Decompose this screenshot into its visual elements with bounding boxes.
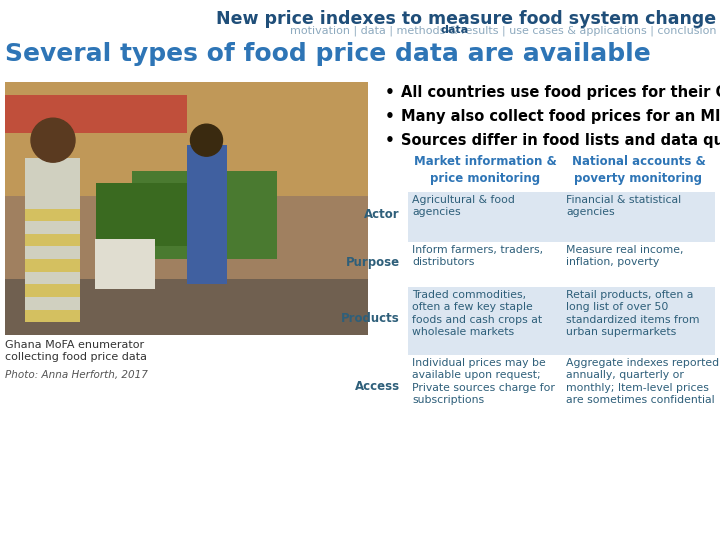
Text: Access: Access (355, 381, 400, 394)
Text: Traded commodities,
often a few key staple
foods and cash crops at
wholesale mar: Traded commodities, often a few key stap… (412, 290, 542, 337)
Text: data: data (441, 25, 469, 35)
Bar (186, 145, 227, 285)
Text: Several types of food price data are available: Several types of food price data are ava… (5, 42, 651, 66)
Text: National accounts &
poverty monitoring: National accounts & poverty monitoring (572, 155, 706, 185)
Bar (25, 259, 80, 272)
Bar (96, 183, 222, 246)
Text: Purpose: Purpose (346, 256, 400, 269)
Text: •: • (385, 85, 395, 100)
Text: Aggregate indexes reported
annually, quarterly or
monthly; Item-level prices
are: Aggregate indexes reported annually, qua… (566, 358, 719, 405)
Text: Ghana MoFA enumerator
collecting food price data: Ghana MoFA enumerator collecting food pr… (5, 340, 147, 362)
Text: Sources differ in food lists and data quality: Sources differ in food lists and data qu… (401, 133, 720, 148)
Text: Photo: Anna Herforth, 2017: Photo: Anna Herforth, 2017 (5, 370, 148, 380)
Text: New price indexes to measure food system change: New price indexes to measure food system… (216, 10, 716, 28)
Text: Measure real income,
inflation, poverty: Measure real income, inflation, poverty (566, 245, 683, 267)
Bar (5, 94, 186, 133)
Bar (25, 310, 80, 322)
Text: Actor: Actor (364, 208, 400, 221)
Text: Market information &
price monitoring: Market information & price monitoring (413, 155, 557, 185)
Bar (408, 242, 715, 287)
Text: Agricultural & food
agencies: Agricultural & food agencies (412, 195, 515, 218)
Text: Retail products, often a
long list of over 50
standardized items from
urban supe: Retail products, often a long list of ov… (566, 290, 700, 337)
Bar (25, 234, 80, 246)
Bar (408, 192, 715, 242)
Text: •: • (385, 109, 395, 124)
Text: motivation | data | methods & results | use cases & applications | conclusion: motivation | data | methods & results | … (289, 25, 716, 36)
Text: Products: Products (341, 313, 400, 326)
Bar (25, 158, 80, 322)
Text: Financial & statistical
agencies: Financial & statistical agencies (566, 195, 681, 218)
Bar (5, 82, 368, 335)
Bar (5, 82, 368, 196)
Text: Many also collect food prices for an MIS: Many also collect food prices for an MIS (401, 109, 720, 124)
Bar (132, 171, 277, 259)
Text: Inform farmers, traders,
distributors: Inform farmers, traders, distributors (412, 245, 543, 267)
Text: •: • (385, 133, 395, 148)
Bar (408, 355, 715, 423)
Circle shape (31, 118, 75, 162)
Bar (25, 285, 80, 297)
Bar (5, 279, 368, 335)
Text: All countries use food prices for their CPI: All countries use food prices for their … (401, 85, 720, 100)
Circle shape (191, 124, 222, 156)
Bar (408, 287, 715, 355)
Bar (95, 239, 155, 289)
Text: Individual prices may be
available upon request;
Private sources charge for
subs: Individual prices may be available upon … (412, 358, 555, 405)
Bar (25, 208, 80, 221)
